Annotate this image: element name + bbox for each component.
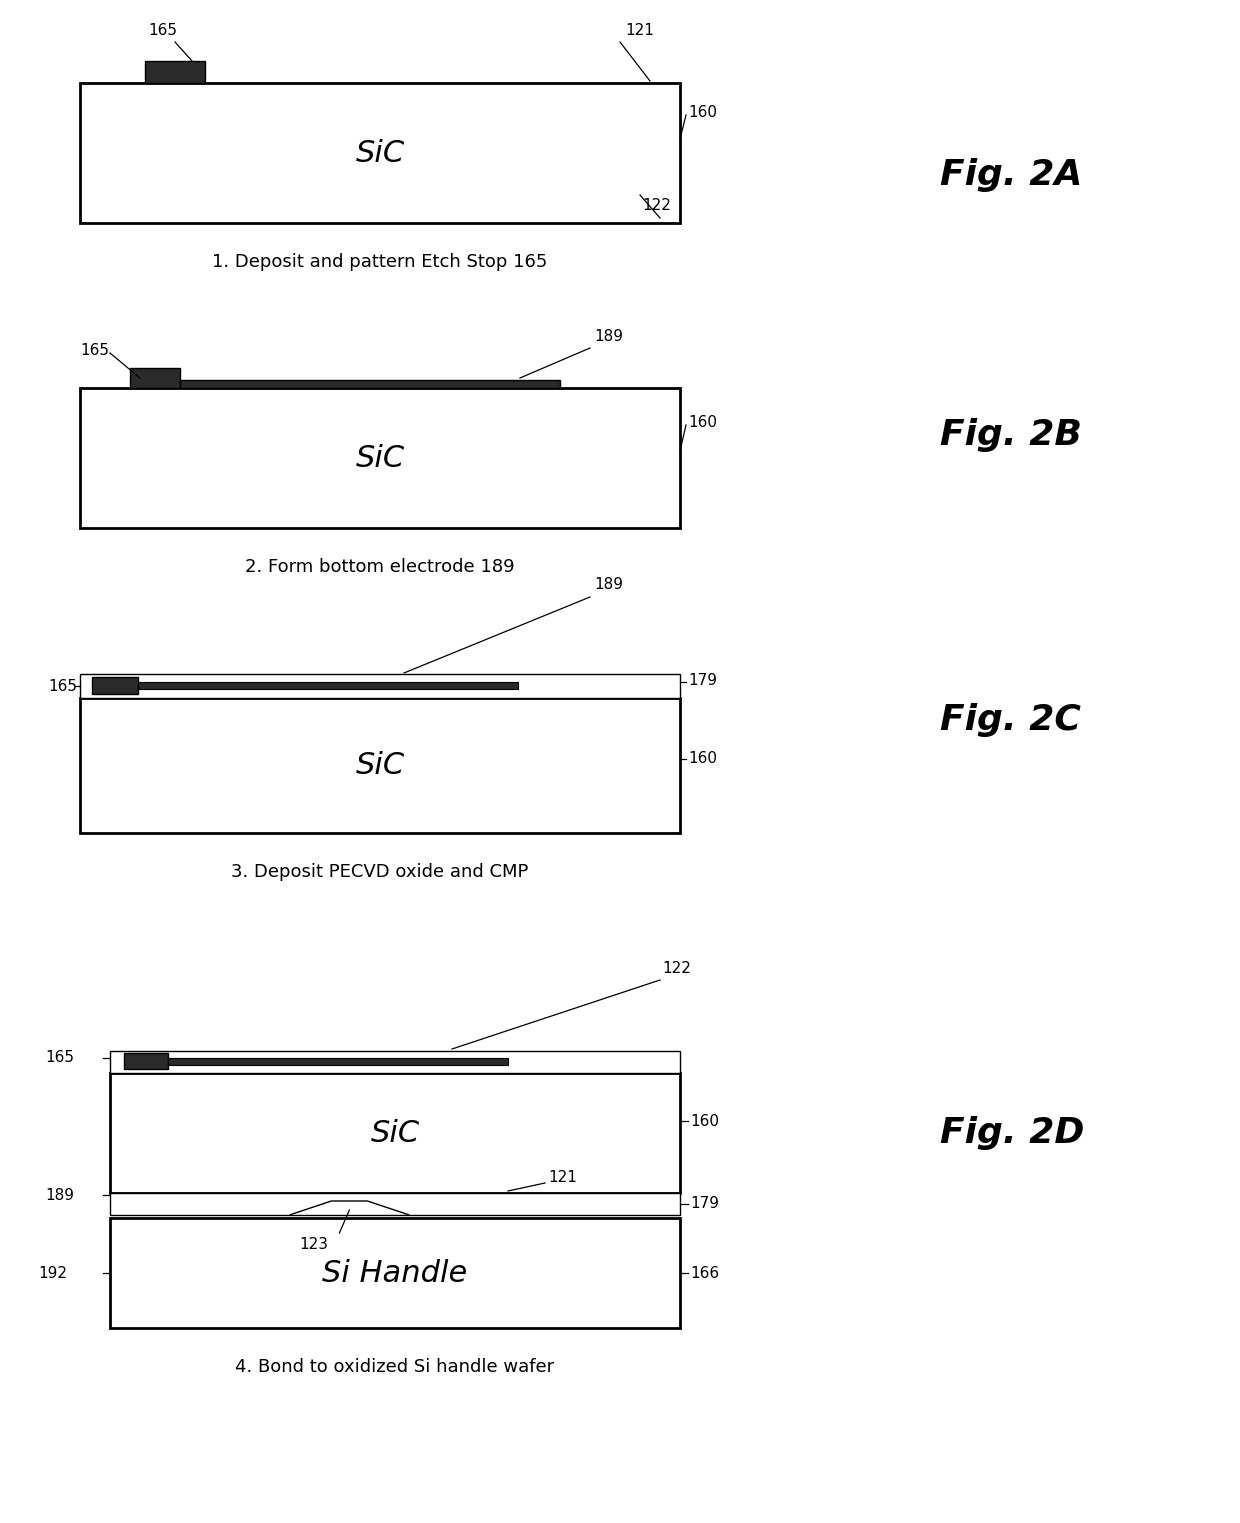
Text: 166: 166 xyxy=(689,1266,719,1281)
Bar xyxy=(130,369,180,388)
Text: Fig. 2A: Fig. 2A xyxy=(940,158,1083,192)
Text: 160: 160 xyxy=(688,414,717,429)
Text: 189: 189 xyxy=(45,1188,74,1203)
Text: 189: 189 xyxy=(594,329,622,344)
Text: SiC: SiC xyxy=(356,751,404,780)
Text: 121: 121 xyxy=(625,23,653,38)
Bar xyxy=(92,678,138,694)
Text: 160: 160 xyxy=(688,105,717,119)
Text: SiC: SiC xyxy=(371,1118,419,1147)
Text: 189: 189 xyxy=(594,577,622,592)
Bar xyxy=(110,1051,680,1074)
Bar xyxy=(110,1074,680,1193)
Bar xyxy=(81,388,680,528)
Text: 179: 179 xyxy=(689,1197,719,1211)
Text: 4. Bond to oxidized Si handle wafer: 4. Bond to oxidized Si handle wafer xyxy=(236,1359,554,1375)
Bar xyxy=(138,682,518,688)
Text: 160: 160 xyxy=(689,1113,719,1129)
Text: Fig. 2D: Fig. 2D xyxy=(940,1116,1084,1150)
Text: Si Handle: Si Handle xyxy=(322,1258,467,1287)
Text: Fig. 2C: Fig. 2C xyxy=(940,704,1081,737)
Text: 192: 192 xyxy=(38,1266,67,1281)
Bar xyxy=(110,1193,680,1215)
Text: 2. Form bottom electrode 189: 2. Form bottom electrode 189 xyxy=(246,557,515,576)
Bar xyxy=(124,1052,167,1069)
Text: 165: 165 xyxy=(48,679,77,693)
Text: 165: 165 xyxy=(45,1051,74,1066)
Bar xyxy=(110,1218,680,1328)
Bar xyxy=(81,82,680,222)
Text: 3. Deposit PECVD oxide and CMP: 3. Deposit PECVD oxide and CMP xyxy=(232,864,528,880)
Bar xyxy=(145,61,205,82)
Text: 122: 122 xyxy=(642,198,671,213)
Text: 160: 160 xyxy=(688,751,717,766)
Text: 121: 121 xyxy=(548,1170,577,1185)
Bar xyxy=(81,698,680,833)
Text: SiC: SiC xyxy=(356,443,404,472)
Text: 179: 179 xyxy=(688,673,717,687)
Bar xyxy=(81,675,680,698)
Text: Fig. 2B: Fig. 2B xyxy=(940,417,1081,452)
Text: 122: 122 xyxy=(662,961,691,976)
Bar xyxy=(167,1058,508,1065)
Text: 165: 165 xyxy=(81,343,109,358)
Bar xyxy=(180,381,560,388)
Text: 165: 165 xyxy=(148,23,177,38)
Text: 1. Deposit and pattern Etch Stop 165: 1. Deposit and pattern Etch Stop 165 xyxy=(212,253,548,271)
Text: 123: 123 xyxy=(299,1237,329,1252)
Text: SiC: SiC xyxy=(356,139,404,168)
